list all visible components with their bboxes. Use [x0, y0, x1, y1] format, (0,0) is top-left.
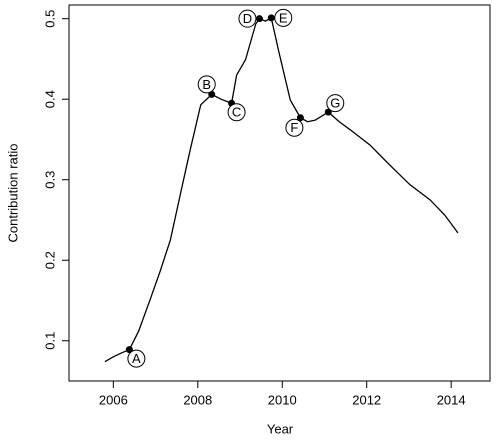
annotation-label: E [279, 10, 288, 25]
y-axis-label: Contribution ratio [5, 144, 20, 243]
annotation-label: B [202, 77, 211, 92]
x-tick-label: 2006 [99, 392, 128, 407]
x-tick-label: 2010 [268, 392, 297, 407]
y-tick-label: 0.5 [42, 10, 57, 28]
annotation-ring [238, 9, 257, 28]
y-tick-label: 0.1 [42, 332, 57, 350]
annotation-label: G [330, 96, 340, 111]
annotation-point [267, 14, 275, 22]
x-tick-label: 2008 [183, 392, 212, 407]
y-tick-label: 0.2 [42, 251, 57, 269]
annotation-label: D [243, 11, 252, 26]
annotation-ring [285, 118, 304, 137]
annotation-label: F [290, 120, 298, 135]
annotation-point [255, 15, 263, 23]
annotation-ring [227, 103, 246, 122]
annotation-label: A [132, 351, 141, 366]
annotation-ring [326, 94, 345, 113]
annotation-label: C [232, 105, 241, 120]
annotation-ring [197, 75, 216, 94]
x-tick-label: 2014 [437, 392, 466, 407]
x-axis-label: Year [267, 421, 294, 436]
annotation-ring [274, 8, 293, 27]
plot-frame [68, 4, 491, 382]
annotation-point [296, 114, 304, 122]
data-line [104, 16, 459, 363]
y-tick-label: 0.4 [42, 90, 57, 108]
annotation-ring [127, 349, 146, 368]
x-tick-label: 2012 [352, 392, 381, 407]
y-tick-label: 0.3 [42, 171, 57, 189]
